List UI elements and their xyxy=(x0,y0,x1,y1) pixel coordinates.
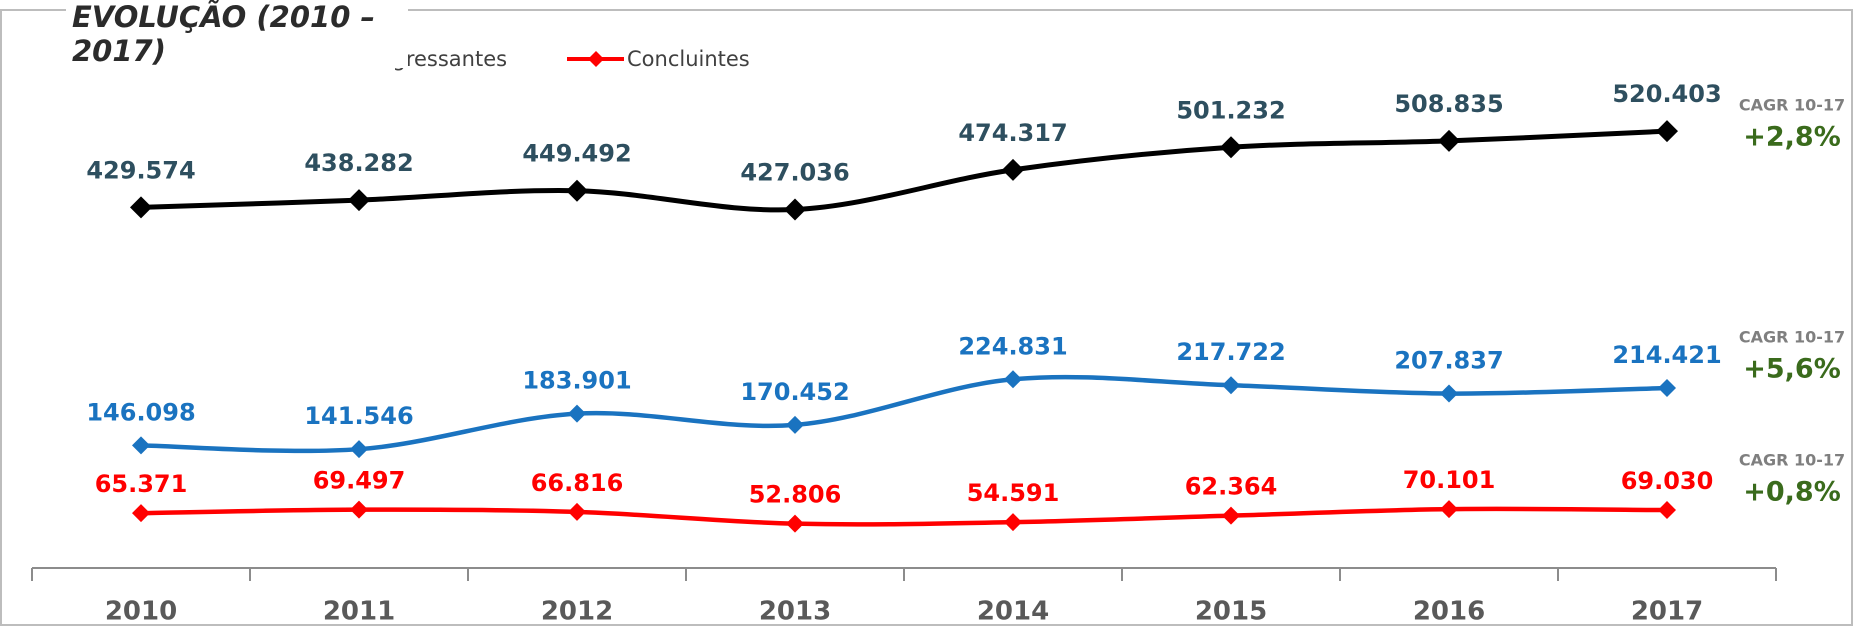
data-label: 170.452 xyxy=(740,378,849,406)
point-marker xyxy=(784,198,806,221)
series-line xyxy=(140,506,1668,527)
point-marker xyxy=(350,500,368,519)
point-marker xyxy=(1440,384,1458,403)
point-marker xyxy=(1658,379,1676,398)
point-marker xyxy=(1222,506,1240,525)
legend-label: Concluintes xyxy=(627,47,750,71)
data-label: 429.574 xyxy=(86,156,195,184)
data-label: 70.101 xyxy=(1403,466,1496,494)
point-marker xyxy=(1004,513,1022,532)
data-label: 501.232 xyxy=(1176,96,1285,124)
cagr-label: CAGR 10-17 xyxy=(1739,96,1845,115)
data-label: 66.816 xyxy=(531,469,624,497)
point-marker xyxy=(786,514,804,533)
chart-title: EVOLUÇÃO (2010 – 2017) xyxy=(66,0,408,68)
x-tick-label: 2011 xyxy=(323,597,395,626)
series-line xyxy=(140,374,1668,454)
data-label: 54.591 xyxy=(967,479,1060,507)
series-line xyxy=(140,128,1668,213)
data-label: 183.901 xyxy=(522,367,631,395)
data-label: 224.831 xyxy=(958,332,1067,360)
cagr-value: +0,8% xyxy=(1743,477,1841,508)
data-label: 69.030 xyxy=(1621,467,1714,495)
point-marker xyxy=(1656,120,1678,143)
legend-marker xyxy=(588,51,604,67)
point-marker xyxy=(1222,376,1240,395)
data-label: 217.722 xyxy=(1176,338,1285,366)
point-marker xyxy=(566,179,588,202)
x-tick-label: 2017 xyxy=(1631,597,1703,626)
cagr-value: +2,8% xyxy=(1743,122,1841,153)
data-label: 52.806 xyxy=(749,481,842,509)
point-marker xyxy=(1004,370,1022,389)
point-marker xyxy=(350,440,368,459)
data-label: 438.282 xyxy=(304,149,413,177)
data-label: 69.497 xyxy=(313,467,406,495)
cagr-value: +5,6% xyxy=(1743,354,1841,385)
point-marker xyxy=(1440,500,1458,519)
data-label: 508.835 xyxy=(1394,90,1503,118)
data-label: 207.837 xyxy=(1394,347,1503,375)
point-marker xyxy=(1438,129,1460,152)
point-marker xyxy=(132,504,150,523)
point-marker xyxy=(348,189,370,212)
x-tick-label: 2014 xyxy=(977,597,1049,626)
data-label: 141.546 xyxy=(304,402,413,430)
data-label: 62.364 xyxy=(1185,473,1278,501)
point-marker xyxy=(1220,136,1242,159)
data-label: 214.421 xyxy=(1612,341,1721,369)
point-marker xyxy=(130,196,152,219)
data-label: 520.403 xyxy=(1612,80,1721,108)
point-marker xyxy=(568,502,586,521)
x-tick-label: 2010 xyxy=(105,597,177,626)
x-tick-label: 2012 xyxy=(541,597,613,626)
point-marker xyxy=(1002,158,1024,181)
data-label: 427.036 xyxy=(740,159,849,187)
data-label: 65.371 xyxy=(95,470,188,498)
data-label: 474.317 xyxy=(958,119,1067,147)
point-marker xyxy=(786,415,804,434)
frame xyxy=(0,9,1853,626)
x-tick-label: 2013 xyxy=(759,597,831,626)
point-marker xyxy=(568,404,586,423)
point-marker xyxy=(1658,501,1676,520)
cagr-label: CAGR 10-17 xyxy=(1739,328,1845,347)
data-label: 146.098 xyxy=(86,398,195,426)
x-tick-label: 2015 xyxy=(1195,597,1267,626)
data-label: 449.492 xyxy=(522,140,631,168)
point-marker xyxy=(132,436,150,455)
cagr-label: CAGR 10-17 xyxy=(1739,451,1845,470)
x-tick-label: 2016 xyxy=(1413,597,1485,626)
